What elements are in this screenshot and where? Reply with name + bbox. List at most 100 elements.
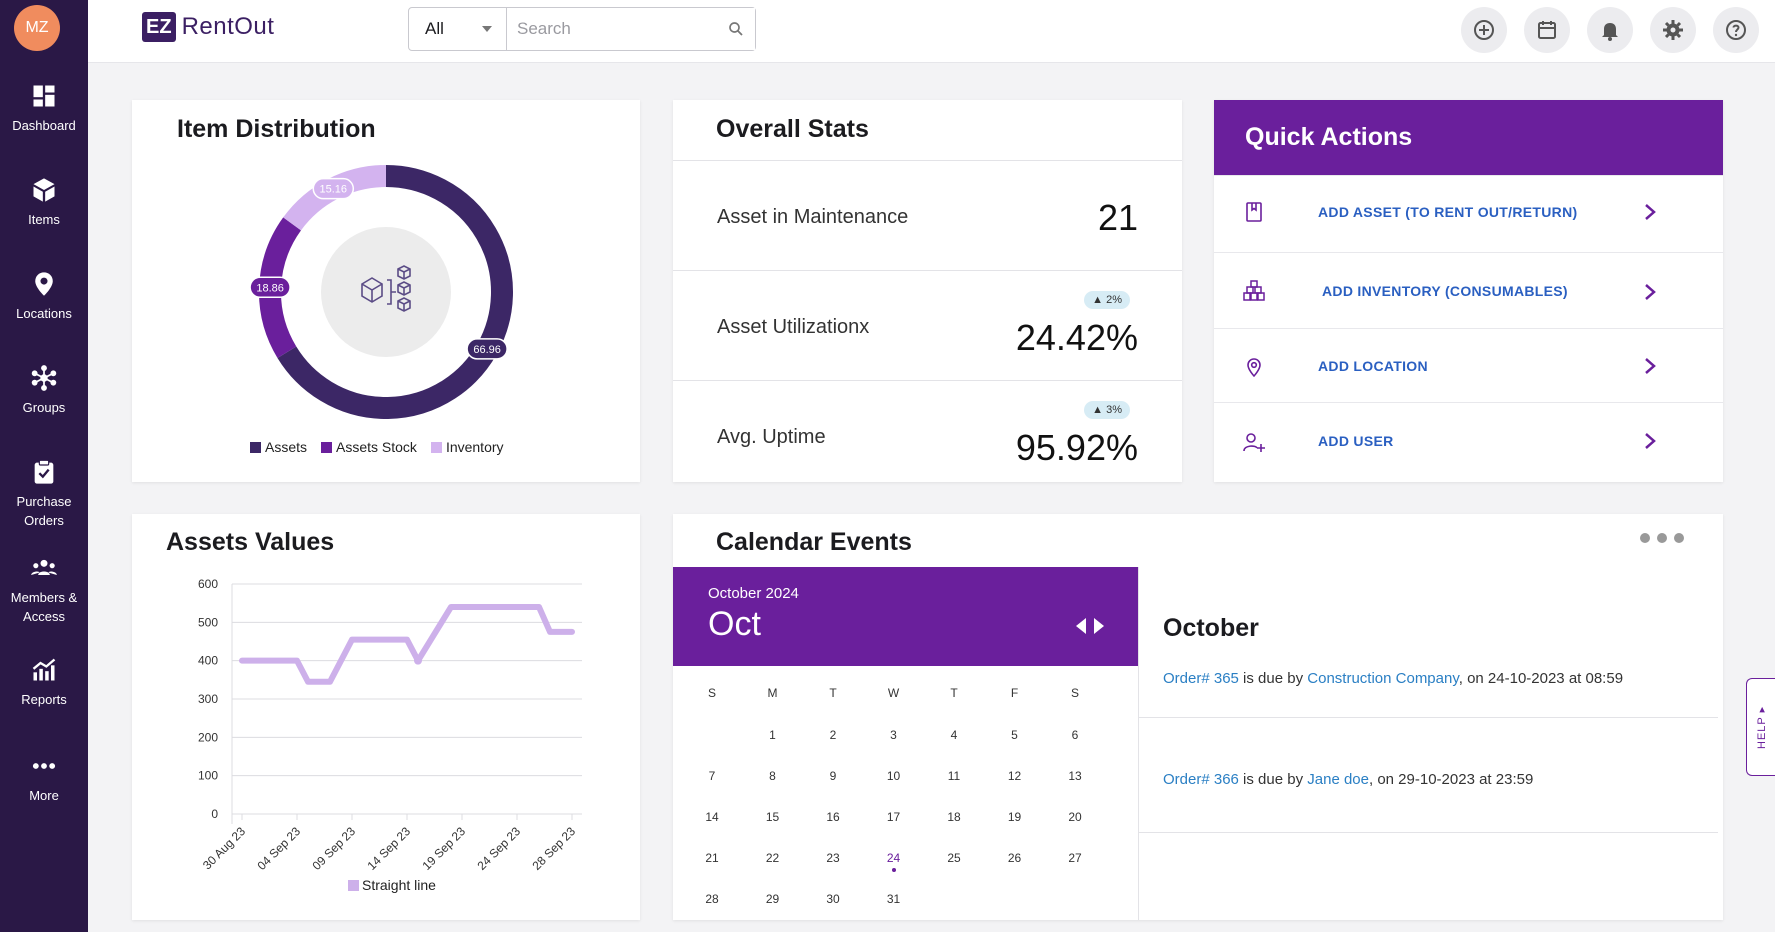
notifications-button[interactable] <box>1587 7 1633 53</box>
legend-swatch <box>321 442 333 453</box>
calendar-day[interactable]: 16 <box>826 810 840 824</box>
donut-data-label: 18.86 <box>250 276 291 299</box>
calendar-day[interactable]: 30 <box>826 892 840 906</box>
sidebar: MZ Dashboard Items Locations Groups Purc… <box>0 0 88 932</box>
calendar-day[interactable]: 9 <box>829 769 837 783</box>
calendar-button[interactable] <box>1524 7 1570 53</box>
calendar-day[interactable]: 23 <box>826 851 840 865</box>
more-icon <box>32 763 56 769</box>
sidebar-item-locations[interactable]: Locations <box>0 270 88 323</box>
y-tick-label: 100 <box>198 769 218 783</box>
x-tick-label: 24 Sep 23 <box>475 824 524 873</box>
calendar-day[interactable]: 21 <box>705 851 719 865</box>
calendar-day[interactable]: 1 <box>769 728 776 742</box>
asset-tag-icon <box>1246 202 1262 222</box>
plus-circle-icon <box>1474 20 1494 40</box>
item-distribution-card: Item Distribution 66.96 18.86 15.16 Assets… <box>132 100 640 482</box>
app-logo[interactable]: EZ RentOut <box>142 12 274 42</box>
calendar-day[interactable]: 5 <box>1011 728 1018 742</box>
legend-item-assets: Assets <box>250 439 307 455</box>
sidebar-item-reports[interactable]: Reports <box>0 656 88 709</box>
search-bar: All <box>408 7 756 51</box>
quick-action-add-user[interactable]: ADD USER <box>1214 402 1723 482</box>
event-item: Order# 366 is due by Jane doe, on 29-10-… <box>1138 771 1718 788</box>
settings-button[interactable] <box>1650 7 1696 53</box>
legend-swatch <box>430 442 442 453</box>
calendar-day[interactable]: 14 <box>705 810 719 824</box>
help-button[interactable] <box>1713 7 1759 53</box>
calendar-day[interactable]: 19 <box>1007 810 1022 824</box>
assets-values-legend: Straight line <box>348 877 436 893</box>
search-scope-select[interactable]: All <box>409 8 507 50</box>
calendar-day[interactable]: 26 <box>1007 851 1022 865</box>
clipboard-icon <box>34 459 54 484</box>
calendar-day[interactable]: 12 <box>1007 769 1022 783</box>
more-options-icon[interactable] <box>1639 532 1685 544</box>
quick-action-add-asset[interactable]: ADD ASSET (TO RENT OUT/RETURN) <box>1214 175 1723 252</box>
calendar-month: Oct <box>708 605 761 643</box>
groups-icon <box>31 365 57 391</box>
calendar-day[interactable]: 4 <box>950 728 958 742</box>
customer-link[interactable]: Construction Company <box>1307 670 1459 687</box>
calendar-day-today[interactable]: 24 <box>864 851 924 872</box>
stat-label: Avg. Uptime <box>717 426 826 448</box>
help-tab-label: HELP ▸ <box>1756 705 1768 749</box>
stat-row-uptime: ▲ 3% Avg. Uptime 95.92% <box>673 380 1182 482</box>
customer-link[interactable]: Jane doe <box>1307 771 1369 788</box>
help-tab[interactable]: HELP ▸ <box>1746 678 1775 776</box>
donut-data-label: 15.16 <box>312 177 355 200</box>
calendar-day[interactable]: 27 <box>1068 851 1082 865</box>
sidebar-item-dashboard[interactable]: Dashboard <box>0 82 88 135</box>
quick-action-add-location[interactable]: ADD LOCATION <box>1214 328 1723 402</box>
order-link[interactable]: Order# 366 <box>1163 771 1239 788</box>
item-distribution-title: Item Distribution <box>177 115 376 143</box>
sidebar-item-purchase-orders[interactable]: Purchase Orders <box>0 458 88 530</box>
sidebar-item-groups[interactable]: Groups <box>0 364 88 417</box>
donut-data-label: 66.96 <box>466 338 508 360</box>
order-link[interactable]: Order# 365 <box>1163 670 1239 687</box>
sidebar-item-members-access[interactable]: Members & Access <box>0 554 88 626</box>
quick-action-add-inventory[interactable]: ADD INVENTORY (CONSUMABLES) <box>1214 252 1723 328</box>
calendar-day[interactable]: 15 <box>765 810 780 824</box>
calendar-day[interactable]: 18 <box>947 810 961 824</box>
calendar-day[interactable]: 13 <box>1068 769 1082 783</box>
calendar-day[interactable]: 10 <box>886 769 901 783</box>
chevron-right-icon <box>1645 358 1656 374</box>
calendar-day[interactable]: 6 <box>1071 728 1079 742</box>
calendar-weekday-label: T <box>829 686 837 700</box>
sidebar-item-more[interactable]: More <box>0 752 88 805</box>
prev-month-icon[interactable] <box>1074 617 1088 635</box>
svg-text:66.96: 66.96 <box>473 344 501 356</box>
calendar-day[interactable]: 17 <box>886 810 901 824</box>
avatar[interactable]: MZ <box>14 5 60 51</box>
calendar-day[interactable]: 3 <box>890 728 897 742</box>
calendar-day[interactable]: 28 <box>705 892 719 906</box>
location-pin-icon <box>35 272 53 296</box>
stat-change-value: 3% <box>1106 404 1122 416</box>
next-month-icon[interactable] <box>1092 617 1106 635</box>
calendar-day[interactable]: 20 <box>1068 810 1082 824</box>
calendar-day[interactable]: 2 <box>829 728 837 742</box>
add-button[interactable] <box>1461 7 1507 53</box>
calendar-day[interactable]: 31 <box>886 892 901 906</box>
event-item: Order# 365 is due by Construction Compan… <box>1138 670 1718 687</box>
box-icon <box>33 178 55 202</box>
calendar-weekday-label: F <box>1010 686 1019 700</box>
sidebar-item-items[interactable]: Items <box>0 176 88 229</box>
calendar-day[interactable]: 8 <box>769 769 776 783</box>
calendar-day[interactable]: 22 <box>765 851 780 865</box>
calendar-day[interactable]: 11 <box>947 769 961 783</box>
quick-action-label: ADD USER <box>1318 433 1394 449</box>
events-month: October <box>1163 614 1259 642</box>
members-icon <box>31 559 57 575</box>
stat-label: Asset Utilizationx <box>717 316 870 338</box>
topbar-actions <box>1461 7 1759 53</box>
search-input[interactable] <box>507 8 755 50</box>
calendar-day[interactable]: 29 <box>765 892 780 906</box>
x-tick-label: 28 Sep 23 <box>530 824 579 873</box>
add-user-icon <box>1243 433 1265 452</box>
search-icon[interactable] <box>727 20 745 38</box>
legend-label: Assets <box>265 439 308 455</box>
calendar-day[interactable]: 25 <box>947 851 961 865</box>
calendar-day[interactable]: 7 <box>708 769 716 783</box>
